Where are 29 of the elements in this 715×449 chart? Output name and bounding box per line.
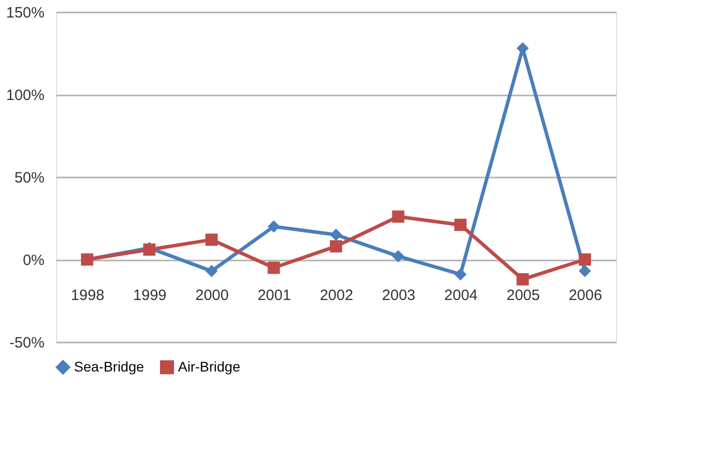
point — [454, 268, 467, 280]
point — [268, 220, 280, 233]
x-tick-label: 2004 — [444, 287, 478, 304]
x-tick-label: 2006 — [568, 287, 602, 304]
x-tick-label: 1999 — [133, 287, 167, 304]
legend-label: Air-Bridge — [178, 358, 240, 374]
point — [392, 250, 404, 262]
point — [392, 210, 404, 223]
x-tick-label: 2000 — [195, 287, 229, 304]
x-tick-label: 2003 — [382, 287, 416, 304]
point — [516, 273, 529, 286]
y-tick-label: 50% — [14, 170, 44, 186]
point — [578, 253, 592, 266]
point — [205, 264, 218, 278]
point — [330, 240, 342, 252]
y-tick-label: 100% — [6, 87, 44, 104]
point — [268, 262, 280, 274]
y-tick-label: -50% — [9, 334, 44, 352]
point — [330, 228, 342, 241]
point — [454, 218, 467, 231]
x-tick-label: 2001 — [258, 287, 291, 304]
x-tick-label: 2002 — [320, 287, 354, 304]
y-tick-label: 0% — [22, 252, 44, 269]
y-tick-label: 150% — [6, 4, 44, 22]
point — [205, 234, 218, 246]
point — [578, 264, 592, 278]
x-tick-label: 2005 — [506, 287, 540, 304]
x-tick-label: 1998 — [70, 287, 104, 304]
legend-label: Sea-Bridge — [74, 358, 144, 374]
